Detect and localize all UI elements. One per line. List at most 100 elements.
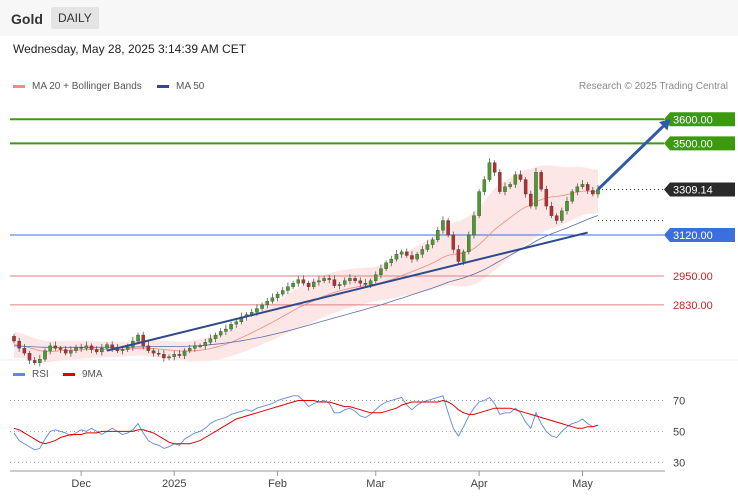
candle-8 — [53, 341, 58, 351]
legend-rsi-swatch — [13, 373, 25, 376]
x-tick-label-4: Apr — [471, 478, 488, 490]
candle-body-86 — [456, 249, 461, 262]
chart-timestamp: Wednesday, May 28, 2025 3:14:39 AM CET — [13, 42, 247, 56]
candle-41 — [224, 324, 228, 336]
candle-body-52 — [280, 290, 285, 295]
candle-18 — [105, 342, 109, 351]
candle-body-3 — [27, 352, 32, 361]
projection-arrow-head — [658, 119, 671, 131]
candle-40 — [218, 328, 223, 338]
candle-105 — [554, 213, 559, 225]
candle-81 — [430, 237, 435, 249]
bollinger-band-area — [14, 165, 598, 362]
candle-51 — [275, 291, 280, 302]
candle-body-4 — [32, 360, 37, 363]
candle-body-9 — [58, 348, 63, 350]
candle-95 — [503, 182, 507, 196]
candle-body-59 — [317, 280, 321, 283]
candle-4 — [32, 356, 37, 366]
candle-body-37 — [203, 342, 207, 347]
legend-rsi-label: RSI — [32, 369, 49, 380]
level-label-0: 3600.00 — [673, 114, 713, 126]
level-tag-0 — [664, 112, 735, 127]
candle-14 — [84, 341, 89, 351]
period-button[interactable]: DAILY — [51, 7, 99, 29]
candle-15 — [89, 343, 94, 354]
candle-body-71 — [379, 268, 383, 275]
candle-body-102 — [539, 172, 543, 190]
candle-102 — [539, 169, 543, 192]
candle-body-10 — [63, 349, 68, 354]
legend-bollinger-swatch — [13, 85, 25, 88]
candle-88 — [467, 231, 471, 255]
candle-67 — [358, 277, 363, 287]
candle-49 — [265, 297, 269, 309]
candle-39 — [213, 332, 218, 343]
x-tick-label-3: Mar — [366, 478, 385, 490]
rsi-line — [13, 395, 599, 451]
candle-38 — [208, 334, 213, 345]
candle-28 — [156, 349, 161, 357]
legend-ma50-label: MA 50 — [176, 81, 205, 92]
level-label-3: 2950.00 — [673, 271, 713, 283]
projection-arrow-shaft — [596, 125, 665, 191]
rsi-tick-label-50: 50 — [673, 426, 685, 438]
candle-42 — [229, 321, 233, 332]
candle-48 — [260, 302, 264, 311]
candle-37 — [203, 338, 207, 350]
candle-body-28 — [156, 352, 161, 355]
candle-29 — [162, 349, 166, 362]
candle-106 — [560, 207, 564, 223]
candle-body-7 — [48, 345, 52, 351]
candle-body-11 — [69, 350, 73, 354]
level-tag-1 — [664, 136, 735, 151]
candle-64 — [343, 277, 347, 287]
candle-112 — [591, 187, 595, 197]
candle-body-85 — [451, 234, 456, 250]
candle-103 — [544, 185, 549, 210]
candle-92 — [487, 158, 492, 182]
candle-body-78 — [415, 254, 419, 260]
candle-57 — [306, 280, 311, 291]
candle-body-22 — [125, 346, 130, 350]
candle-body-87 — [461, 251, 466, 262]
candle-90 — [477, 189, 481, 219]
x-tick-label-0: Dec — [71, 478, 91, 490]
candle-17 — [100, 343, 104, 356]
candle-body-103 — [544, 189, 549, 207]
candle-24 — [136, 332, 140, 344]
rsi-tick-label-30: 30 — [673, 457, 685, 469]
candle-31 — [172, 350, 176, 361]
candle-2 — [22, 343, 27, 356]
candle-body-83 — [441, 220, 445, 231]
level-label-1: 3500.00 — [673, 138, 713, 150]
candle-30 — [167, 354, 171, 361]
candle-body-68 — [363, 283, 368, 285]
candle-body-63 — [337, 284, 342, 286]
candle-body-109 — [575, 186, 580, 192]
candle-76 — [405, 248, 409, 258]
candle-body-43 — [234, 321, 238, 325]
candle-body-98 — [518, 174, 523, 180]
candle-7 — [48, 342, 52, 355]
candle-body-91 — [482, 179, 487, 192]
candle-body-1 — [17, 340, 21, 349]
candle-body-5 — [38, 359, 42, 363]
candle-body-57 — [306, 283, 311, 287]
candle-109 — [575, 183, 580, 196]
candle-55 — [296, 276, 300, 287]
candle-body-106 — [560, 210, 564, 221]
candle-65 — [348, 274, 352, 285]
candle-body-96 — [508, 184, 512, 187]
candle-body-36 — [198, 345, 202, 348]
candle-body-73 — [389, 258, 394, 263]
candle-63 — [337, 282, 342, 290]
chart-header: Gold DAILY — [0, 0, 738, 36]
candle-body-53 — [286, 286, 290, 291]
candle-body-97 — [513, 174, 518, 185]
candle-11 — [69, 346, 73, 357]
candle-body-21 — [120, 349, 125, 351]
candle-body-94 — [498, 172, 502, 192]
candle-body-110 — [580, 184, 585, 187]
legend-rsi-ma: 9MA — [63, 369, 103, 380]
